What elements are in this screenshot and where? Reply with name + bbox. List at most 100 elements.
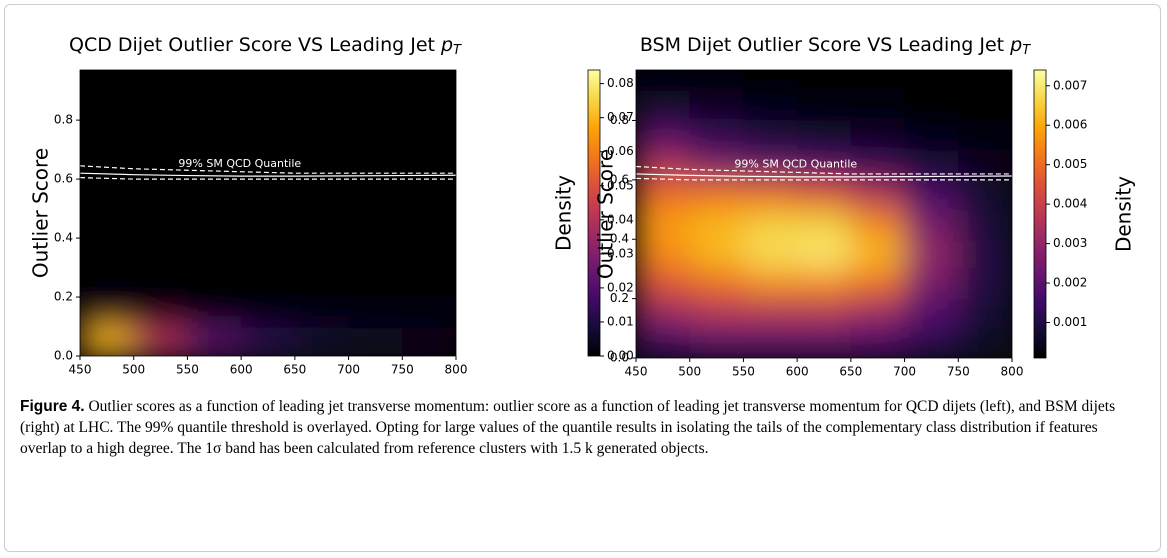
x-tick-label: 750 — [391, 363, 414, 377]
heatmap-cell — [850, 239, 905, 269]
heatmap-cell — [133, 267, 188, 298]
heatmap-cell — [689, 209, 744, 240]
colorbar-tick-label: 0.07 — [607, 110, 634, 124]
heatmap-cell — [850, 70, 905, 91]
y-tick-label: 0.8 — [54, 113, 73, 127]
heatmap-cell — [294, 90, 349, 121]
heatmap-cell — [348, 326, 403, 356]
heatmap-cell — [636, 90, 690, 121]
x-tick-label: 650 — [839, 365, 862, 379]
heatmap-cell — [348, 90, 403, 121]
heatmap-cell — [80, 179, 134, 209]
colorbar-tick-label: 0.005 — [1053, 157, 1087, 171]
heatmap-cell — [241, 90, 295, 121]
x-tick-label: 600 — [230, 363, 253, 377]
heatmap-cell — [80, 90, 134, 121]
heatmap-cell — [797, 268, 851, 299]
heatmap-cell — [797, 209, 851, 240]
heatmap-cell — [743, 239, 798, 269]
heatmap-cell — [294, 149, 349, 180]
title-symbol: p — [1009, 34, 1022, 56]
heatmap-cell — [904, 70, 959, 91]
heatmap-cell — [743, 120, 798, 151]
title-text: QCD Dijet Outlier Score VS Leading Jet — [69, 34, 435, 56]
plot-frame — [79, 69, 457, 357]
y-tick-label: 0.4 — [610, 232, 629, 246]
heatmap-cell — [958, 70, 1012, 91]
heatmap-cell — [797, 70, 851, 91]
caption: Figure 4. Outlier scores as a function o… — [20, 396, 1145, 459]
heatmap-cell — [689, 150, 744, 180]
heatmap-cell — [187, 297, 242, 327]
y-tick-label: 0.8 — [610, 113, 629, 127]
colorbar-tick-label: 0.06 — [607, 144, 634, 158]
x-tick-label: 650 — [283, 363, 306, 377]
heatmap-cell — [904, 179, 959, 210]
heatmap-cell — [348, 297, 403, 327]
heatmap-cell — [797, 179, 851, 210]
colorbar-tick-label: 0.08 — [607, 76, 634, 90]
heatmap-cell — [294, 267, 349, 298]
heatmap-cell — [904, 120, 959, 151]
heatmap-cell — [797, 239, 851, 269]
heatmap-cell — [797, 150, 851, 180]
heatmap-cell — [133, 90, 188, 121]
colorbar-tick-label: 0.01 — [607, 314, 634, 328]
heatmap-cell — [133, 326, 188, 356]
heatmap-cell — [187, 208, 242, 239]
xlabel-symbol: p — [778, 389, 792, 391]
heatmap-cell — [689, 298, 744, 329]
y-tick-label: 0.6 — [54, 172, 73, 186]
heatmap-cell — [133, 179, 188, 209]
title-symbol: p — [440, 34, 453, 56]
title-subscript: T — [453, 43, 462, 58]
heatmap-cell — [348, 149, 403, 180]
heatmap-cell — [743, 70, 798, 91]
x-tick-label: 550 — [176, 363, 199, 377]
chart-title: QCD Dijet Outlier Score VS Leading Jet pT — [69, 34, 462, 58]
x-tick-label: 500 — [122, 363, 145, 377]
x-tick-label: 800 — [1001, 365, 1024, 379]
colorbar-tick-label: 0.007 — [1053, 78, 1087, 92]
heatmap-cell — [80, 267, 134, 298]
colorbar-tick-label: 0.004 — [1053, 197, 1087, 211]
heatmap-cell — [402, 267, 456, 298]
heatmap-cell — [241, 326, 295, 356]
x-tick-label: 600 — [786, 365, 809, 379]
heatmap-cell — [402, 120, 456, 150]
quantile-lower — [636, 177, 1012, 181]
heatmap-cell — [241, 297, 295, 327]
heatmap-cell — [689, 328, 744, 358]
caption-text: Outlier scores as a function of leading … — [20, 398, 1116, 457]
heatmap-cell — [294, 70, 349, 91]
heatmap-cell — [294, 297, 349, 327]
heatmap-cell — [133, 149, 188, 180]
plot-area — [80, 70, 456, 356]
heatmap-cell — [187, 179, 242, 209]
heatmap-cell — [402, 297, 456, 327]
heatmap-cell — [904, 239, 959, 269]
colorbar-tick-label: 0.00 — [607, 349, 634, 363]
heatmap-cell — [348, 267, 403, 298]
heatmap-cell — [241, 267, 295, 298]
y-tick-label: 0.0 — [610, 351, 629, 365]
xlabel-unit: [GeV] — [812, 389, 869, 391]
heatmap-cell — [904, 150, 959, 180]
heatmap-cell — [187, 70, 242, 91]
quantile-label: 99% SM QCD Quantile — [734, 157, 857, 170]
heatmap-cell — [402, 90, 456, 121]
heatmap-cell — [958, 150, 1012, 180]
colorbar-tick-label: 0.03 — [607, 246, 634, 260]
heatmap-cell — [402, 179, 456, 209]
heatmap-cell — [689, 120, 744, 151]
heatmap-cell — [348, 70, 403, 91]
plot-frame — [635, 69, 1013, 359]
heatmap-cell — [850, 120, 905, 151]
quantile-label: 99% SM QCD Quantile — [178, 157, 301, 170]
x-tick-label: 700 — [337, 363, 360, 377]
heatmap-cell — [958, 298, 1012, 329]
heatmap-cell — [133, 70, 188, 91]
heatmap-cell — [80, 297, 134, 327]
heatmap-cell — [743, 90, 798, 121]
xlabel-unit: [GeV] — [256, 387, 313, 391]
